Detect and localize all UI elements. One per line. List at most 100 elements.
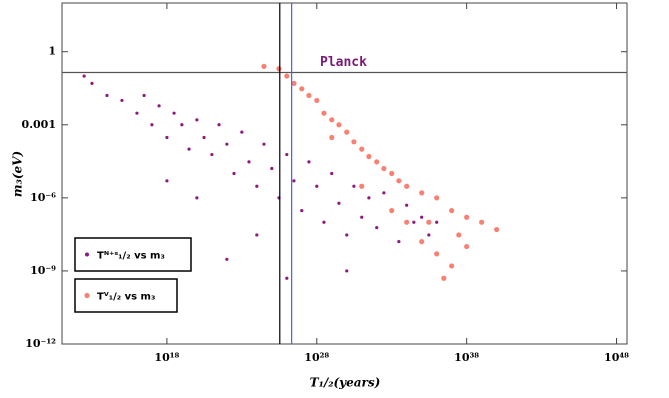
point — [479, 219, 485, 225]
point — [359, 183, 365, 189]
point — [157, 104, 161, 108]
point — [345, 233, 349, 237]
point — [336, 122, 342, 128]
legend-entry: Tⱽ₁/₂ vs m₃ — [74, 278, 178, 313]
point — [284, 73, 290, 79]
point — [434, 251, 440, 257]
point — [464, 243, 470, 250]
point — [441, 275, 447, 281]
point — [210, 152, 214, 157]
point — [404, 219, 410, 225]
point — [255, 184, 259, 188]
point — [404, 183, 410, 189]
point — [120, 98, 124, 103]
x-axis-label: T₁/₂(years) — [310, 376, 381, 390]
point — [464, 214, 470, 220]
point — [202, 135, 206, 140]
point — [285, 276, 289, 280]
point — [232, 171, 236, 176]
point — [315, 184, 319, 188]
point — [292, 179, 296, 183]
point — [434, 195, 440, 201]
y-tick-label: 10⁻⁶ — [30, 191, 56, 204]
point — [381, 165, 387, 172]
y-tick-label: 10⁻⁹ — [30, 264, 56, 277]
point — [247, 160, 251, 164]
point — [105, 93, 109, 98]
point — [240, 130, 244, 134]
point — [276, 66, 282, 72]
point — [367, 196, 371, 200]
point — [165, 135, 169, 140]
point — [375, 226, 379, 230]
point — [142, 93, 146, 98]
point — [374, 159, 380, 165]
point — [426, 219, 432, 225]
point — [135, 111, 139, 115]
point — [329, 134, 335, 141]
point — [344, 129, 350, 135]
point — [217, 123, 221, 127]
point — [187, 147, 191, 151]
point — [366, 153, 372, 160]
point — [427, 233, 431, 237]
legend-marker — [84, 292, 90, 299]
point — [165, 179, 169, 183]
point — [150, 123, 154, 127]
point — [389, 207, 395, 214]
point — [494, 226, 500, 233]
point — [270, 166, 274, 171]
point — [300, 208, 304, 213]
point — [291, 80, 297, 87]
point — [306, 92, 312, 99]
point — [82, 74, 86, 78]
point — [314, 97, 320, 104]
point — [449, 207, 455, 214]
point — [90, 81, 94, 86]
point — [337, 201, 341, 205]
y-axis-label: m₃(eV) — [11, 151, 25, 197]
point — [352, 184, 356, 188]
point — [359, 146, 365, 152]
point — [405, 203, 409, 207]
point — [420, 215, 424, 219]
point — [396, 178, 402, 184]
legend-entry: Tᴺ⁺ˢ₁/₂ vs m₃ — [74, 237, 192, 272]
point — [225, 142, 229, 146]
x-tick-label: 10⁴⁸ — [604, 351, 629, 364]
point — [412, 220, 416, 224]
point — [195, 118, 199, 122]
point — [382, 191, 386, 195]
point — [345, 269, 349, 273]
point — [435, 220, 439, 224]
x-tick-label: 10³⁸ — [454, 351, 479, 364]
legend-label: Tⱽ₁/₂ vs m₃ — [97, 292, 155, 303]
point — [389, 170, 395, 177]
point — [172, 111, 176, 115]
point — [307, 160, 311, 164]
point — [360, 215, 364, 219]
reference-label: Planck — [320, 55, 367, 70]
legend-label: Tᴺ⁺ˢ₁/₂ vs m₃ — [97, 251, 165, 262]
point — [322, 220, 326, 224]
point — [299, 86, 305, 92]
legend-box — [74, 278, 178, 313]
point — [397, 239, 401, 244]
y-tick-label: 10⁻¹² — [25, 337, 56, 350]
point — [285, 152, 289, 157]
x-tick-label: 10²⁸ — [304, 351, 329, 364]
legend-marker — [85, 252, 89, 257]
point — [449, 263, 455, 269]
point — [330, 171, 334, 176]
point — [351, 139, 357, 145]
point — [419, 190, 425, 196]
point — [261, 63, 267, 69]
x-tick-label: 10¹⁸ — [154, 351, 179, 364]
plot-frame — [61, 2, 628, 345]
point — [195, 196, 199, 200]
y-tick-label: 0.001 — [22, 118, 56, 131]
point — [225, 257, 229, 261]
point — [255, 233, 259, 237]
legend-box — [74, 237, 192, 272]
